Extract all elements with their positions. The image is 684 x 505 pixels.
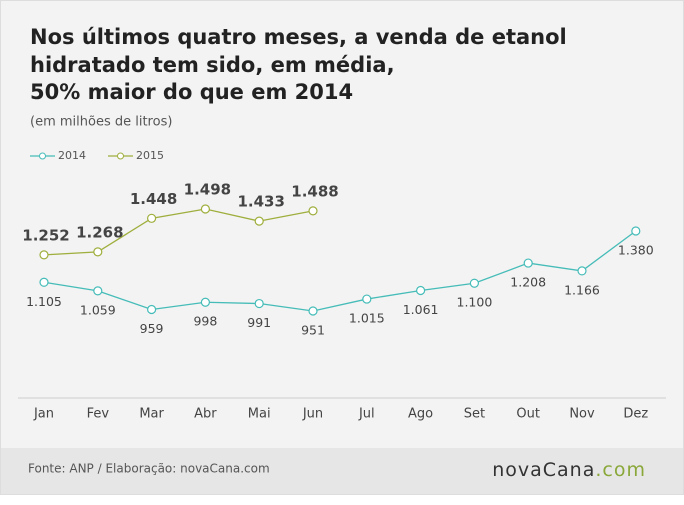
x-tick-label: Jul [358, 407, 375, 422]
data-label: 1.015 [349, 311, 385, 326]
point [254, 298, 264, 309]
x-tick-label: Jun [302, 407, 323, 422]
data-label: 1.100 [457, 295, 493, 310]
data-label: 959 [140, 321, 164, 336]
point [416, 285, 426, 296]
chart-title: hidratado tem sido, em média, [30, 53, 395, 77]
data-label: 1.208 [510, 275, 546, 290]
chart-title: Nos últimos quatro meses, a venda de eta… [30, 25, 567, 49]
data-label: 1.380 [618, 243, 654, 258]
x-tick-label: Dez [623, 407, 648, 422]
chart-title: 50% maior do que em 2014 [30, 80, 353, 104]
data-label: 1.433 [237, 193, 284, 211]
point [147, 304, 157, 315]
data-label: 1.488 [291, 182, 338, 200]
point [147, 213, 157, 223]
data-label: 998 [193, 314, 217, 329]
data-label: 1.105 [26, 294, 62, 309]
x-tick-label: Set [464, 407, 485, 422]
legend-marker [39, 152, 46, 160]
data-label: 991 [247, 315, 271, 330]
source: Fonte: ANP / Elaboração: novaCana.com [28, 462, 270, 476]
x-tick-label: Fev [87, 407, 110, 422]
x-tick-label: Ago [408, 407, 433, 422]
point [39, 250, 49, 260]
series-line [43, 230, 637, 312]
footer-band [1, 448, 683, 494]
data-label: 1.061 [403, 302, 439, 317]
data-label: 951 [301, 323, 325, 338]
point [631, 226, 641, 236]
logo-suffix: .com [595, 459, 646, 481]
x-tick-label: Mar [139, 407, 164, 422]
x-tick-label: Abr [194, 407, 217, 422]
point [93, 286, 103, 296]
point [469, 278, 479, 288]
series-line [43, 208, 314, 256]
x-tick-label: Mai [248, 407, 271, 422]
point [308, 206, 318, 216]
point [200, 204, 210, 214]
data-label: 1.498 [184, 181, 231, 199]
point [200, 297, 210, 307]
subtitle: (em milhões de litros) [30, 115, 172, 130]
data-label: 1.252 [22, 226, 69, 244]
point [523, 258, 533, 268]
point [93, 247, 103, 257]
legend-marker [117, 152, 124, 160]
point [308, 306, 318, 316]
x-tick-label: Jan [33, 407, 54, 422]
legend-label: 2015 [136, 149, 164, 162]
point [254, 216, 264, 226]
x-tick-label: Out [516, 407, 540, 422]
data-label: 1.059 [80, 302, 116, 317]
point [39, 277, 49, 287]
data-label: 1.268 [76, 223, 123, 241]
data-label: 1.166 [564, 282, 600, 297]
x-tick-label: Nov [569, 407, 595, 422]
point [577, 266, 587, 276]
point [362, 294, 372, 304]
legend-label: 2014 [58, 149, 86, 162]
logo: novaCana.com [492, 459, 646, 481]
data-label: 1.448 [130, 190, 177, 208]
logo-name: novaCana [492, 459, 595, 481]
